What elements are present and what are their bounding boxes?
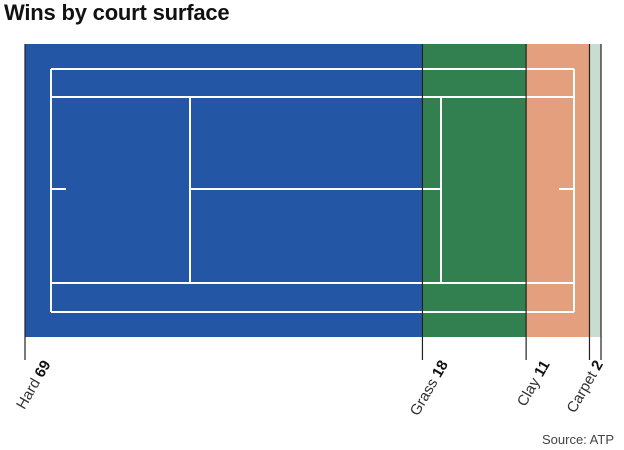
segment-clay (526, 44, 590, 337)
tick-label-value: 18 (429, 358, 452, 381)
tick-label-hard: Hard 69 (13, 358, 54, 413)
segment-carpet (589, 44, 601, 337)
source-note: Source: ATP (541, 432, 614, 447)
chart-title: Wins by court surface (4, 0, 230, 25)
tick-label-value: 11 (531, 358, 554, 380)
tick-label-carpet: Carpet 2 (563, 358, 606, 416)
tick-label-value: 69 (31, 358, 54, 381)
surface-tick-labels: Hard 69 Grass 18 Clay 11 Carpet 2 (13, 358, 607, 419)
segment-dividers (24, 44, 602, 360)
tick-label-name: Grass (407, 372, 444, 419)
tick-label-grass: Grass 18 (407, 358, 452, 419)
tick-label-clay: Clay 11 (514, 358, 554, 410)
court-lines (50, 68, 575, 313)
surface-segments (25, 44, 601, 337)
tick-label-name: Carpet (563, 365, 602, 416)
segment-grass (422, 44, 527, 337)
segment-hard (25, 44, 423, 337)
